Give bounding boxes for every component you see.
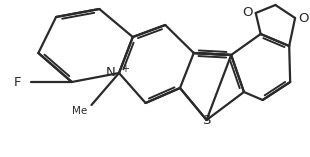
Text: F: F xyxy=(14,76,21,89)
Text: O: O xyxy=(298,11,308,24)
Text: Me: Me xyxy=(72,106,87,116)
Text: O: O xyxy=(242,6,253,19)
Text: S: S xyxy=(202,114,211,127)
Text: +: + xyxy=(121,64,129,74)
Text: N: N xyxy=(105,67,115,79)
